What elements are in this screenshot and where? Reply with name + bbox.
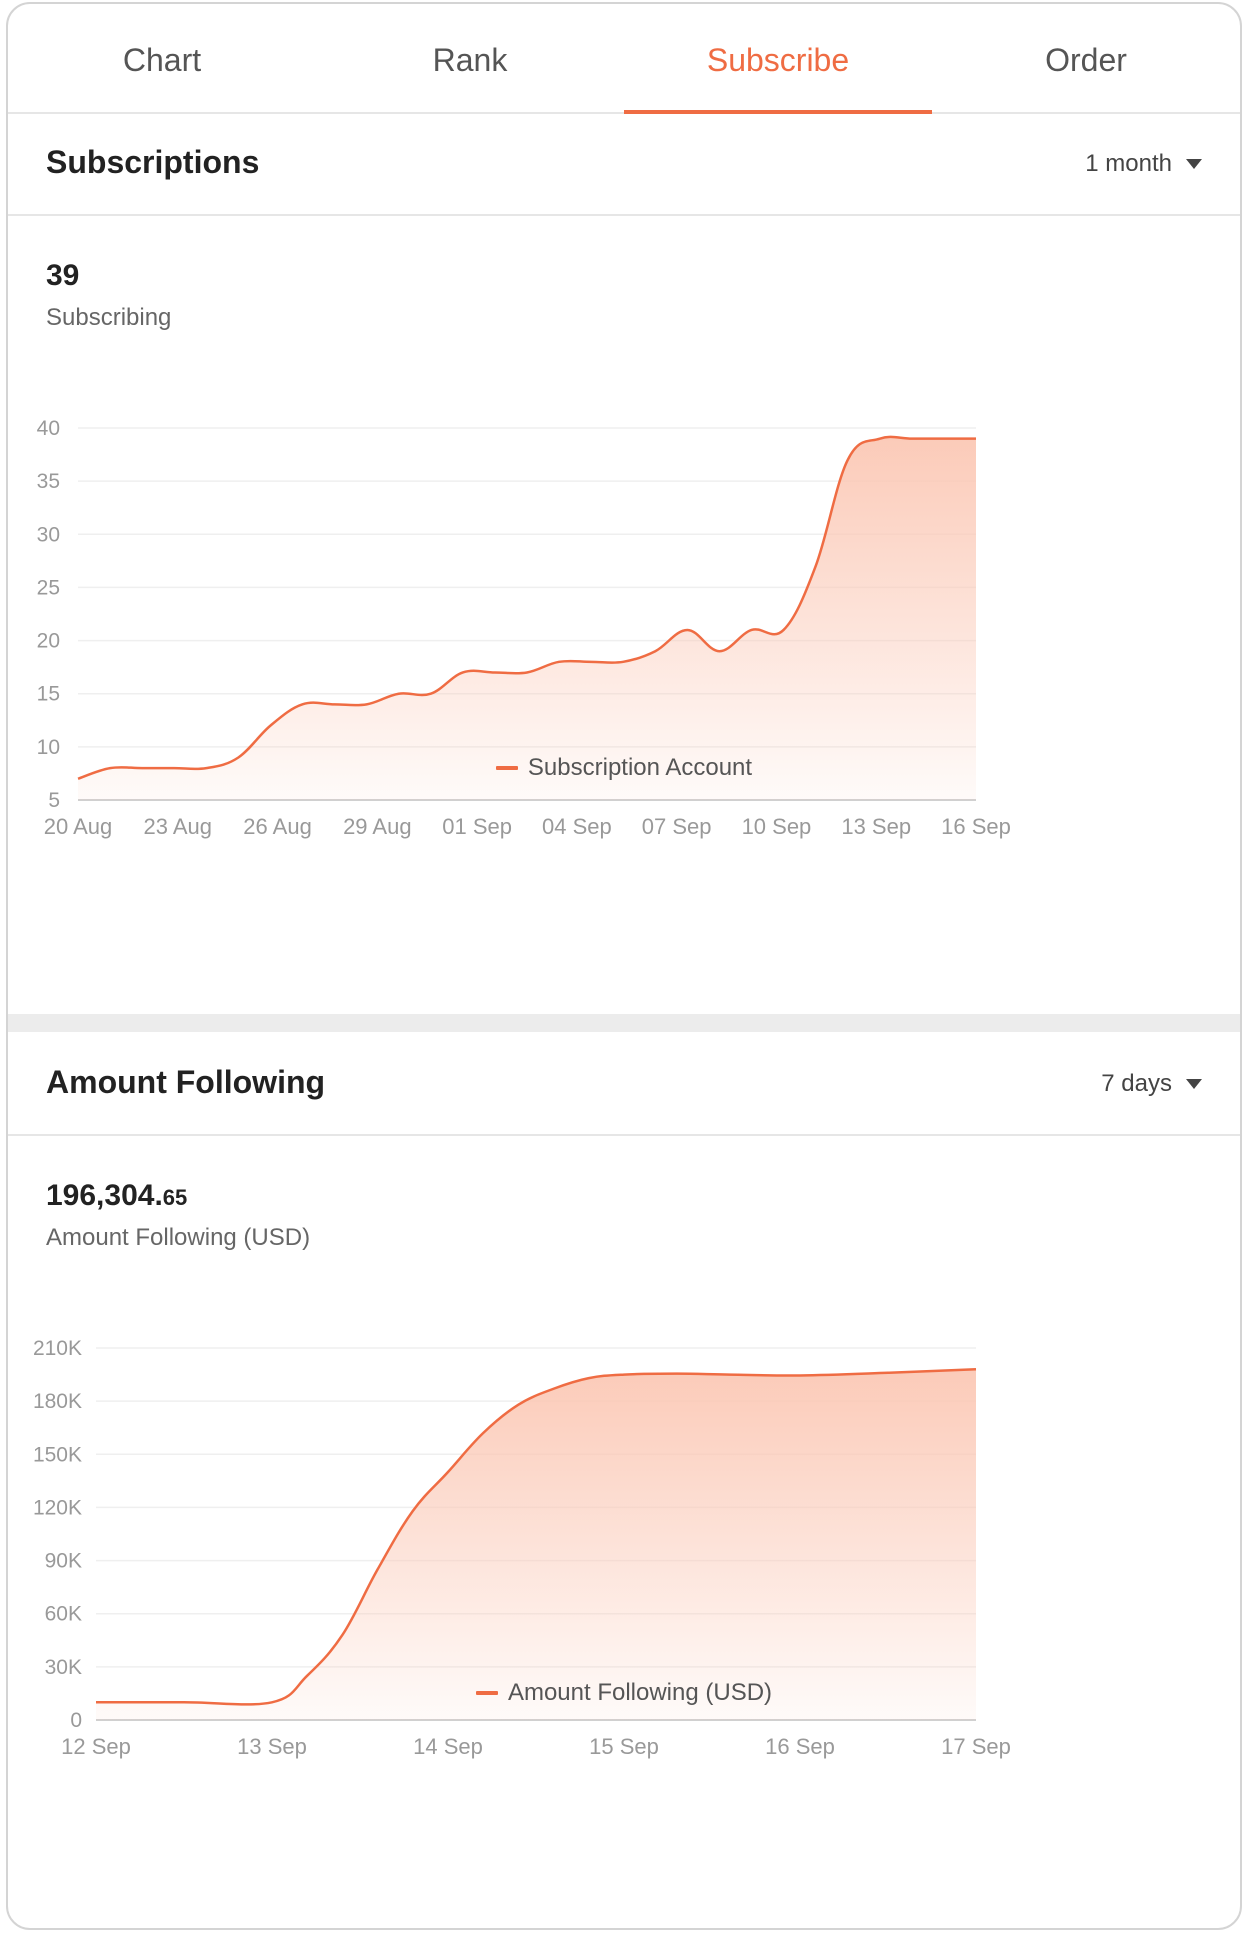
amount-chart: 210K 180K 150K 120K 90K 60K 30K 012 Sep 13 Sep 14… — [33, 1337, 1011, 1759]
x-tick-label: 15 Sep — [589, 1734, 659, 1759]
subscriptions-range-select[interactable]: 1 month — [1085, 150, 1202, 178]
subscriptions-title: Subscriptions — [46, 144, 260, 180]
y-tick-label: 20 — [37, 630, 60, 653]
x-tick-label: 01 Sep — [442, 814, 512, 839]
legend-line-icon — [475, 1691, 498, 1695]
tab-order[interactable]: Order — [1045, 42, 1127, 78]
y-tick-label: 10 — [37, 736, 60, 759]
subscribing-count: 39 — [46, 259, 80, 292]
x-tick-label: 29 Aug — [343, 814, 412, 839]
subscribe-card: Chart Rank Subscribe Order Subscriptions… — [6, 2, 1242, 1930]
subscriptions-range-label: 1 month — [1085, 150, 1172, 177]
caret-down-icon — [1186, 1079, 1202, 1089]
series-line — [95, 1368, 977, 1706]
x-tick-label: 17 Sep — [941, 1734, 1011, 1759]
amount-panel: Amount Following 7 days 196,304.65 Amoun… — [8, 1034, 1240, 1928]
amount-legend[interactable]: Amount Following (USD) — [8, 1679, 1240, 1707]
section-divider — [8, 1014, 1240, 1032]
y-tick-label: 60K — [45, 1603, 82, 1626]
y-tick-label: 150K — [33, 1443, 82, 1466]
amount-value-int: 196,304. — [46, 1179, 163, 1212]
subscriptions-header: Subscriptions 1 month — [8, 114, 1240, 216]
y-tick-label: 15 — [37, 683, 60, 706]
amount-following-value: 196,304.65 — [46, 1179, 187, 1213]
x-tick-label: 13 Sep — [237, 1734, 307, 1759]
y-tick-label: 30 — [37, 523, 60, 546]
tab-chart[interactable]: Chart — [122, 42, 202, 78]
x-tick-label: 13 Sep — [841, 814, 911, 839]
subscriptions-chart: 40 35 30 25 20 15 10 520 Aug 23 Aug 26 Aug 29 Aug 0… — [37, 417, 1011, 839]
x-tick-label: 23 Aug — [144, 814, 213, 839]
subscriptions-panel: Subscriptions 1 month 39 Subscribing 40 3… — [8, 114, 1240, 1014]
amount-following-label: Amount Following (USD) — [46, 1224, 311, 1251]
amount-header: Amount Following 7 days — [8, 1034, 1240, 1136]
y-tick-label: 90K — [45, 1550, 82, 1573]
series-area — [78, 436, 976, 800]
y-tick-label: 120K — [33, 1496, 82, 1519]
subscribing-label: Subscribing — [46, 304, 172, 331]
tab-bar: Chart Rank Subscribe Order — [8, 4, 1240, 114]
legend-line-icon — [495, 766, 518, 770]
x-tick-label: 10 Sep — [742, 814, 812, 839]
x-tick-label: 04 Sep — [542, 814, 612, 839]
x-tick-label: 26 Aug — [243, 814, 312, 839]
amount-range-select[interactable]: 7 days — [1101, 1070, 1202, 1098]
y-tick-label: 35 — [37, 470, 60, 493]
tab-subscribe[interactable]: Subscribe — [624, 4, 932, 114]
subscriptions-legend[interactable]: Subscription Account — [8, 754, 1240, 782]
amount-title: Amount Following — [46, 1064, 326, 1100]
y-tick-label: 180K — [33, 1390, 82, 1413]
tab-rank[interactable]: Rank — [432, 42, 508, 78]
amount-range-label: 7 days — [1101, 1070, 1172, 1097]
y-tick-label: 40 — [37, 417, 60, 440]
x-tick-label: 16 Sep — [941, 814, 1011, 839]
y-tick-label: 0 — [70, 1709, 82, 1732]
series-line — [77, 435, 976, 780]
caret-down-icon — [1186, 159, 1202, 169]
y-tick-label: 210K — [33, 1337, 82, 1360]
x-tick-label: 16 Sep — [765, 1734, 835, 1759]
x-tick-label: 14 Sep — [413, 1734, 483, 1759]
amount-value-dec: 65 — [162, 1185, 188, 1210]
amount-legend-label: Amount Following (USD) — [507, 1679, 773, 1706]
x-tick-label: 12 Sep — [61, 1734, 131, 1759]
series-area — [96, 1369, 976, 1720]
y-tick-label: 25 — [37, 576, 60, 599]
subscriptions-legend-label: Subscription Account — [527, 754, 753, 781]
x-tick-label: 07 Sep — [642, 814, 712, 839]
x-tick-label: 20 Aug — [44, 814, 113, 839]
y-tick-label: 5 — [48, 789, 60, 812]
y-tick-label: 30K — [45, 1656, 82, 1679]
